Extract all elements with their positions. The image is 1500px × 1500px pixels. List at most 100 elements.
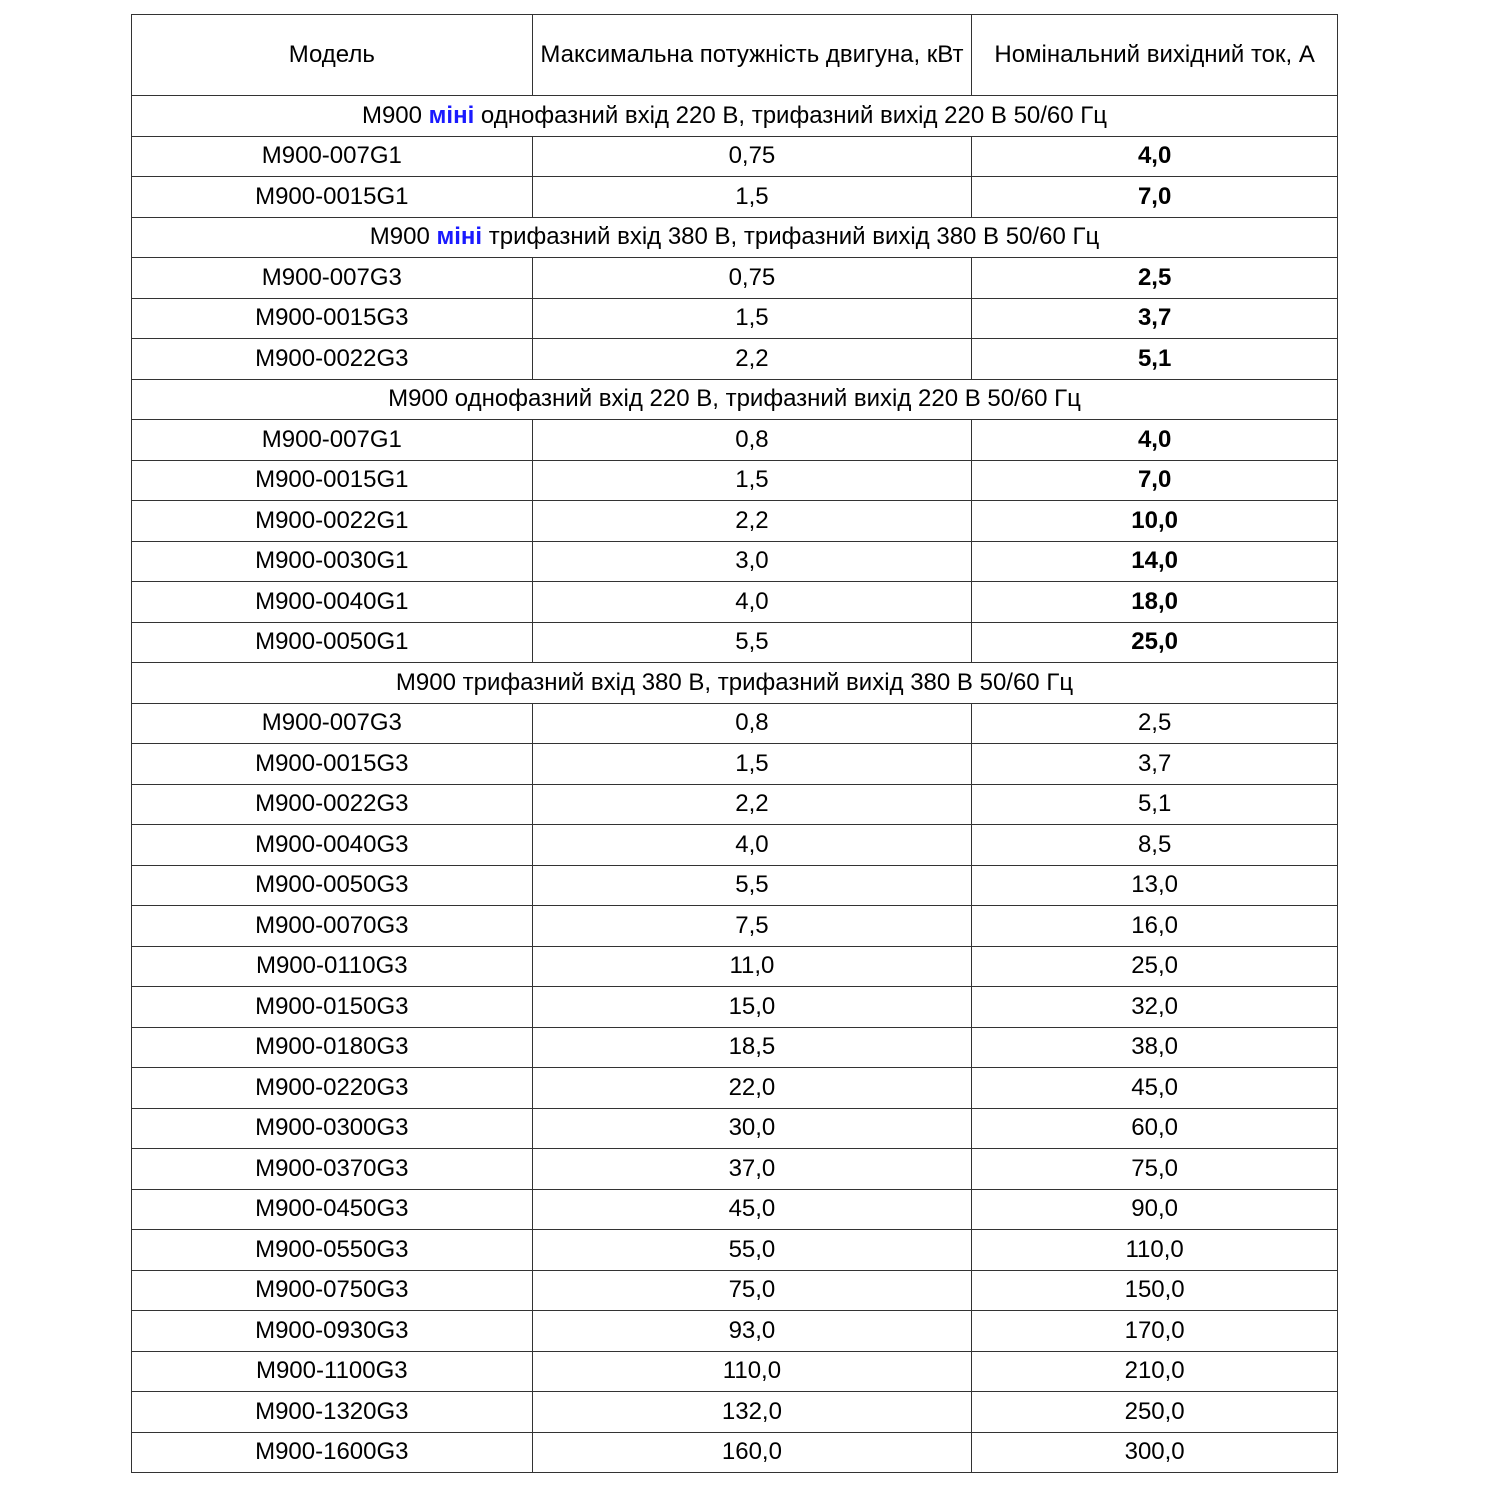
table-row: M900-0750G3 75,0 150,0 xyxy=(131,1269,1338,1311)
power-cell: 110,0 xyxy=(531,1350,973,1392)
power-cell: 1,5 xyxy=(531,743,973,785)
inverter-spec-table: Модель Максимальна потужність двигуна, к… xyxy=(131,14,1338,1473)
current-cell: 5,1 xyxy=(971,783,1338,825)
power-cell: 22,0 xyxy=(531,1067,973,1109)
current-cell: 25,0 xyxy=(971,621,1338,663)
current-cell: 170,0 xyxy=(971,1310,1338,1352)
table-body: M900 міні однофазний вхід 220 В, трифазн… xyxy=(131,95,1338,1473)
power-cell: 1,5 xyxy=(531,297,973,339)
section-title-highlight: міні xyxy=(428,101,475,129)
model-cell: M900-007G1 xyxy=(131,135,533,177)
current-cell: 25,0 xyxy=(971,945,1338,987)
section-title: M900 однофазний вхід 220 В, трифазний ви… xyxy=(131,378,1338,420)
model-cell: M900-0110G3 xyxy=(131,945,533,987)
table-row: M900-0040G1 4,0 18,0 xyxy=(131,581,1338,623)
current-cell: 7,0 xyxy=(971,459,1338,501)
current-cell: 10,0 xyxy=(971,500,1338,542)
section-title: M900 трифазний вхід 380 В, трифазний вих… xyxy=(131,662,1338,704)
current-cell: 38,0 xyxy=(971,1026,1338,1068)
table-row: M900-0110G3 11,0 25,0 xyxy=(131,945,1338,987)
table-row: M900-0070G3 7,5 16,0 xyxy=(131,905,1338,947)
power-cell: 55,0 xyxy=(531,1229,973,1271)
model-cell: M900-0070G3 xyxy=(131,905,533,947)
current-cell: 13,0 xyxy=(971,864,1338,906)
power-cell: 5,5 xyxy=(531,864,973,906)
section-title-prefix: M900 однофазний вхід 220 В, трифазний ви… xyxy=(388,385,1081,413)
model-cell: M900-0150G3 xyxy=(131,986,533,1028)
table-row: M900-0022G3 2,2 5,1 xyxy=(131,338,1338,380)
model-cell: M900-1600G3 xyxy=(131,1431,533,1473)
current-cell: 7,0 xyxy=(971,176,1338,218)
header-model: Модель xyxy=(131,14,533,96)
table-row: M900-0180G3 18,5 38,0 xyxy=(131,1026,1338,1068)
model-cell: M900-0022G3 xyxy=(131,783,533,825)
power-cell: 11,0 xyxy=(531,945,973,987)
table-row: M900-007G1 0,75 4,0 xyxy=(131,135,1338,177)
model-cell: M900-0220G3 xyxy=(131,1067,533,1109)
current-cell: 250,0 xyxy=(971,1391,1338,1433)
power-cell: 1,5 xyxy=(531,176,973,218)
table-row: M900-1100G3 110,0 210,0 xyxy=(131,1350,1338,1392)
model-cell: M900-0180G3 xyxy=(131,1026,533,1068)
model-cell: M900-0050G3 xyxy=(131,864,533,906)
section-header-row: M900 міні однофазний вхід 220 В, трифазн… xyxy=(131,95,1338,137)
header-current: Номінальний вихідний ток, А xyxy=(971,14,1338,96)
current-cell: 60,0 xyxy=(971,1107,1338,1149)
table-row: M900-0370G3 37,0 75,0 xyxy=(131,1148,1338,1190)
current-cell: 18,0 xyxy=(971,581,1338,623)
current-cell: 45,0 xyxy=(971,1067,1338,1109)
power-cell: 132,0 xyxy=(531,1391,973,1433)
model-cell: M900-0040G1 xyxy=(131,581,533,623)
table-row: M900-0300G3 30,0 60,0 xyxy=(131,1107,1338,1149)
power-cell: 0,75 xyxy=(531,135,973,177)
current-cell: 75,0 xyxy=(971,1148,1338,1190)
power-cell: 0,8 xyxy=(531,419,973,461)
table-row: M900-0050G3 5,5 13,0 xyxy=(131,864,1338,906)
power-cell: 2,2 xyxy=(531,338,973,380)
current-cell: 4,0 xyxy=(971,419,1338,461)
current-cell: 8,5 xyxy=(971,824,1338,866)
table-row: M900-1600G3 160,0 300,0 xyxy=(131,1431,1338,1473)
power-cell: 15,0 xyxy=(531,986,973,1028)
model-cell: M900-0050G1 xyxy=(131,621,533,663)
header-power: Максимальна потужність двигуна, кВт xyxy=(531,14,973,96)
table-row: M900-007G3 0,8 2,5 xyxy=(131,702,1338,744)
power-cell: 4,0 xyxy=(531,824,973,866)
table-row: M900-0015G1 1,5 7,0 xyxy=(131,176,1338,218)
power-cell: 4,0 xyxy=(531,581,973,623)
model-cell: M900-0300G3 xyxy=(131,1107,533,1149)
model-cell: M900-007G3 xyxy=(131,702,533,744)
section-title-suffix: трифазний вхід 380 В, трифазний вихід 38… xyxy=(482,223,1100,251)
section-title-prefix: M900 трифазний вхід 380 В, трифазний вих… xyxy=(395,668,1074,696)
table-row: M900-007G1 0,8 4,0 xyxy=(131,419,1338,461)
power-cell: 2,2 xyxy=(531,783,973,825)
current-cell: 3,7 xyxy=(971,743,1338,785)
current-cell: 210,0 xyxy=(971,1350,1338,1392)
model-cell: M900-0550G3 xyxy=(131,1229,533,1271)
model-cell: M900-007G3 xyxy=(131,257,533,299)
table-row: M900-1320G3 132,0 250,0 xyxy=(131,1391,1338,1433)
section-header-row: M900 трифазний вхід 380 В, трифазний вих… xyxy=(131,662,1338,704)
current-cell: 3,7 xyxy=(971,297,1338,339)
section-title-prefix: M900 xyxy=(369,223,437,251)
current-cell: 150,0 xyxy=(971,1269,1338,1311)
table-row: M900-0930G3 93,0 170,0 xyxy=(131,1310,1338,1352)
model-cell: M900-0370G3 xyxy=(131,1148,533,1190)
table-row: M900-0220G3 22,0 45,0 xyxy=(131,1067,1338,1109)
section-title: M900 міні однофазний вхід 220 В, трифазн… xyxy=(131,95,1338,137)
section-title: M900 міні трифазний вхід 380 В, трифазни… xyxy=(131,216,1338,258)
power-cell: 37,0 xyxy=(531,1148,973,1190)
section-title-suffix: однофазний вхід 220 В, трифазний вихід 2… xyxy=(474,101,1108,129)
header-row: Модель Максимальна потужність двигуна, к… xyxy=(131,14,1338,96)
current-cell: 32,0 xyxy=(971,986,1338,1028)
model-cell: M900-0750G3 xyxy=(131,1269,533,1311)
current-cell: 90,0 xyxy=(971,1188,1338,1230)
power-cell: 30,0 xyxy=(531,1107,973,1149)
model-cell: M900-0022G1 xyxy=(131,500,533,542)
power-cell: 93,0 xyxy=(531,1310,973,1352)
section-title-prefix: M900 xyxy=(361,101,429,129)
model-cell: M900-0015G3 xyxy=(131,297,533,339)
power-cell: 0,8 xyxy=(531,702,973,744)
section-header-row: M900 однофазний вхід 220 В, трифазний ви… xyxy=(131,378,1338,420)
table-row: M900-0015G3 1,5 3,7 xyxy=(131,297,1338,339)
